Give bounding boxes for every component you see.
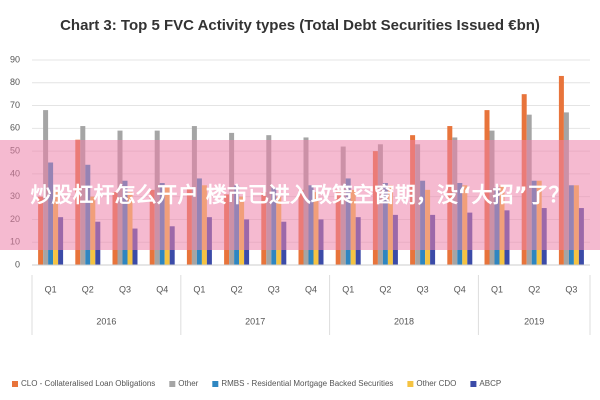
x-tick-label: Q4 [156, 284, 168, 294]
legend-swatch [212, 381, 219, 387]
legend-label: Other CDO [416, 379, 456, 388]
x-tick-label: Q3 [268, 284, 280, 294]
x-tick-label: Q4 [454, 284, 466, 294]
legend-swatch [169, 381, 176, 387]
y-tick-label: 0 [15, 259, 20, 269]
x-tick-label: Q3 [565, 284, 577, 294]
y-tick-label: 80 [10, 77, 20, 87]
chart-title: Chart 3: Top 5 FVC Activity types (Total… [60, 17, 540, 34]
x-tick-label: Q2 [528, 284, 540, 294]
group-label: 2016 [96, 316, 116, 326]
legend-swatch [470, 381, 477, 387]
x-tick-label: Q1 [45, 284, 57, 294]
x-tick-label: Q4 [305, 284, 317, 294]
group-label: 2017 [245, 316, 265, 326]
legend-label: RMBS - Residential Mortgage Backed Secur… [221, 379, 393, 388]
overlay-banner: 炒股杠杆怎么开户 楼市已进入政策空窗期，没“大招”了？ [0, 140, 600, 250]
legend-label: Other [178, 379, 198, 388]
y-tick-label: 60 [10, 123, 20, 133]
x-tick-label: Q2 [231, 284, 243, 294]
y-tick-label: 70 [10, 100, 20, 110]
y-tick-label: 90 [10, 54, 20, 64]
x-tick-label: Q3 [417, 284, 429, 294]
legend-label: ABCP [479, 379, 501, 388]
x-tick-label: Q2 [82, 284, 94, 294]
x-tick-label: Q2 [379, 284, 391, 294]
x-tick-label: Q1 [491, 284, 503, 294]
group-label: 2018 [394, 316, 414, 326]
x-tick-label: Q3 [119, 284, 131, 294]
group-label: 2019 [524, 316, 544, 326]
x-tick-label: Q1 [342, 284, 354, 294]
legend-swatch [407, 381, 414, 387]
x-tick-label: Q1 [193, 284, 205, 294]
legend-swatch [12, 381, 18, 387]
legend-label: CLO - Collateralised Loan Obligations [21, 379, 155, 388]
